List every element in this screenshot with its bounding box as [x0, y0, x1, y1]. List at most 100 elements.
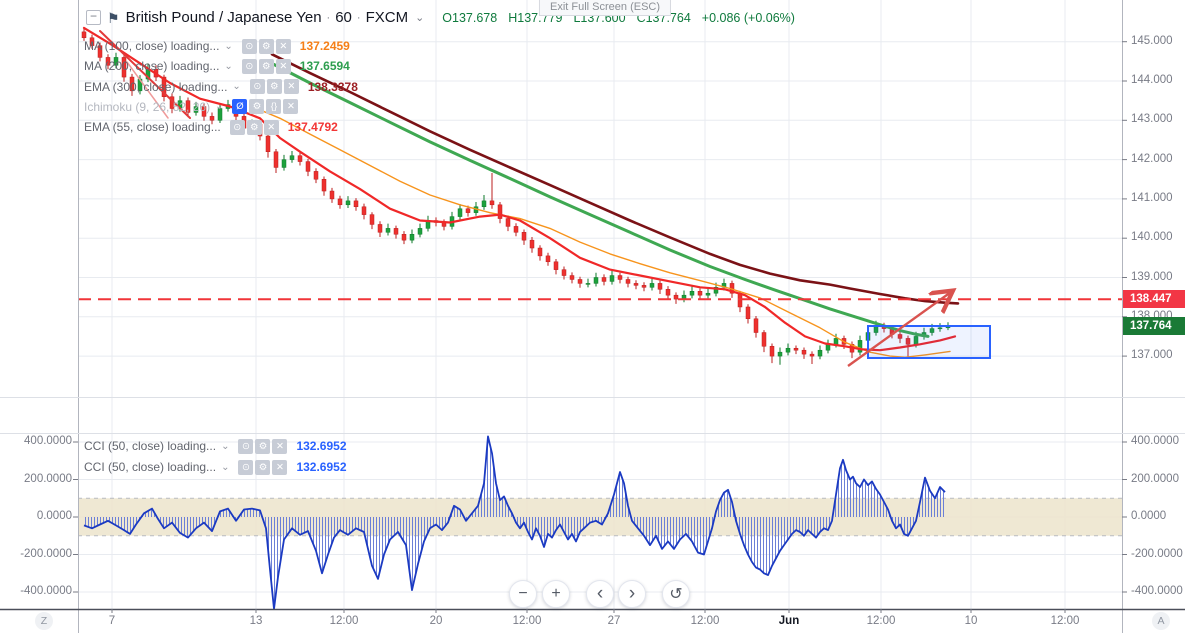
ma100-line [251, 105, 951, 358]
corner-a-button[interactable]: A [1152, 612, 1170, 630]
settings-icon[interactable]: ⚙ [246, 119, 262, 135]
ma200-line [272, 63, 930, 338]
time-tick-label: 20 [429, 615, 443, 627]
rectangle-drawing[interactable] [867, 325, 991, 359]
indicator-row[interactable]: MA (100, close) loading... ⌄ ⊙ ⚙ ✕ 137.2459 [84, 37, 350, 55]
price-tick-label: 141.000 [1131, 191, 1173, 204]
indicator-label[interactable]: MA (200, close) loading... [84, 59, 220, 74]
indicator-label[interactable]: CCI (50, close) loading... [84, 439, 217, 453]
chevron-down-icon[interactable]: ⌄ [224, 40, 233, 52]
indicator-row[interactable]: CCI (50, close) loading... ⌄ ⊙ ⚙ ✕ 132.6952 [84, 437, 347, 455]
time-tick-label: Jun [778, 615, 800, 627]
price-tick-label: 144.000 [1131, 74, 1173, 86]
zoom-out-button[interactable]: − [509, 580, 537, 608]
settings-icon[interactable]: ⚙ [249, 99, 265, 115]
indicator-row[interactable]: EMA (300, close) loading... ⌄ ⊙ ⚙ ✕ 138.3378 [84, 78, 358, 96]
visibility-icon[interactable]: ⊙ [238, 438, 254, 454]
settings-icon[interactable]: ⚙ [255, 438, 271, 454]
time-tick-label: 13 [249, 615, 263, 627]
interval-label[interactable]: 60 [335, 9, 352, 26]
exit-fullscreen-tooltip: Exit Full Screen (ESC) [538, 0, 672, 16]
trendline-drawing[interactable] [99, 30, 191, 119]
cci-tick-label: -400.0000 [1131, 585, 1183, 597]
price-tick-label: 142.000 [1131, 152, 1173, 165]
indicator-row[interactable]: CCI (50, close) loading... ⌄ ⊙ ⚙ ✕ 132.6952 [84, 458, 347, 476]
settings-icon[interactable]: ⚙ [255, 459, 271, 475]
reset-chart-button[interactable]: ↺ [662, 580, 690, 608]
time-tick-label: 27 [607, 615, 621, 627]
trendline-drawing[interactable] [126, 61, 169, 119]
remove-icon[interactable]: ✕ [263, 119, 279, 135]
price-tick-label: 137.000 [1131, 349, 1173, 362]
visibility-off-icon[interactable]: Ø [232, 99, 248, 115]
cci-tick-label: 400.0000 [1131, 435, 1179, 447]
price-tick-label: 139.000 [1131, 270, 1173, 283]
visibility-icon[interactable]: ⊙ [238, 459, 254, 475]
visibility-icon[interactable]: ⊙ [241, 38, 257, 54]
indicator-row[interactable]: Ichimoku (9, 26, 52, 26) ⌄ Ø ⚙{} ✕ [84, 98, 299, 116]
cci-series [83, 435, 946, 610]
exchange-label[interactable]: FXCM [365, 9, 409, 26]
chevron-down-icon[interactable]: ⌄ [224, 60, 233, 72]
ema300-line [270, 52, 960, 305]
collapse-pane-button[interactable]: − [86, 10, 101, 25]
indicator-row[interactable]: EMA (55, close) loading... ⊙ ⚙ ✕ 137.4792 [84, 118, 338, 136]
symbol-title[interactable]: British Pound / Japanese Yen [125, 9, 322, 26]
cci-tick-label: -200.0000 [1131, 547, 1183, 560]
separator-dot: · [326, 11, 331, 24]
indicator-label[interactable]: EMA (55, close) loading... [84, 120, 221, 135]
indicator-label[interactable]: Ichimoku (9, 26, 52, 26) [84, 99, 211, 114]
settings-icon[interactable]: ⚙ [258, 38, 274, 54]
visibility-icon[interactable]: ⊙ [229, 119, 245, 135]
remove-icon[interactable]: ✕ [283, 79, 299, 95]
cci-tick-label: 0.0000 [1131, 510, 1167, 522]
settings-icon[interactable]: ⚙ [266, 79, 282, 95]
settings-icon[interactable]: ⚙ [258, 58, 274, 74]
price-tick-label: 145.000 [1131, 34, 1173, 47]
cci-tick-label: 200.0000 [24, 472, 72, 485]
arrow-drawing[interactable] [847, 292, 951, 367]
chevron-down-icon[interactable]: ⌄ [221, 461, 230, 473]
time-tick-label: 12:00 [690, 615, 720, 627]
cci-tick-label: -200.0000 [20, 547, 72, 560]
indicator-label[interactable]: EMA (300, close) loading... [84, 79, 228, 94]
time-tick-label: 12:00 [1050, 615, 1080, 627]
corner-z-button[interactable]: Z [35, 612, 53, 630]
remove-icon[interactable]: ✕ [283, 99, 299, 115]
change-value: +0.086 (+0.06%) [701, 10, 795, 25]
scroll-right-button[interactable]: › [618, 580, 646, 608]
chevron-down-icon[interactable]: ⌄ [221, 440, 230, 452]
indicator-label[interactable]: CCI (50, close) loading... [84, 460, 217, 474]
remove-icon[interactable]: ✕ [275, 58, 291, 74]
zoom-in-button[interactable]: + [542, 580, 570, 608]
chevron-down-icon[interactable]: ⌄ [232, 81, 241, 93]
symbol-header: − ⚑ British Pound / Japanese Yen · 60 · … [86, 9, 795, 26]
time-tick-label: 12:00 [512, 615, 542, 627]
price-tick-label: 143.000 [1131, 113, 1173, 126]
indicator-value: 132.6952 [296, 460, 347, 474]
scroll-left-button[interactable]: ‹ [586, 580, 614, 608]
ema55-line [82, 26, 957, 352]
flag-icon[interactable]: ⚑ [107, 9, 120, 26]
time-tick-label: 12:00 [329, 615, 359, 627]
source-code-icon[interactable]: {} [266, 99, 282, 115]
remove-icon[interactable]: ✕ [272, 438, 288, 454]
cci-tick-label: 0.0000 [36, 510, 72, 522]
remove-icon[interactable]: ✕ [272, 459, 288, 475]
chevron-down-icon[interactable]: ⌄ [215, 101, 224, 113]
separator-dot: · [356, 11, 361, 24]
indicator-row[interactable]: MA (200, close) loading... ⌄ ⊙ ⚙ ✕ 137.6594 [84, 57, 350, 75]
indicator-label[interactable]: MA (100, close) loading... [84, 39, 220, 53]
chevron-down-icon[interactable]: ⌄ [415, 12, 425, 24]
visibility-icon[interactable]: ⊙ [249, 79, 265, 95]
indicator-value: 132.6952 [296, 439, 347, 453]
remove-icon[interactable]: ✕ [275, 38, 291, 54]
time-tick-label: 7 [108, 615, 116, 627]
ohlc-readout: O137.678 H137.779 L137.600 C137.764 +0.0… [442, 11, 795, 25]
price-tick-label: 140.000 [1131, 231, 1173, 244]
time-tick-label: 10 [964, 615, 978, 627]
visibility-icon[interactable]: ⊙ [241, 58, 257, 74]
